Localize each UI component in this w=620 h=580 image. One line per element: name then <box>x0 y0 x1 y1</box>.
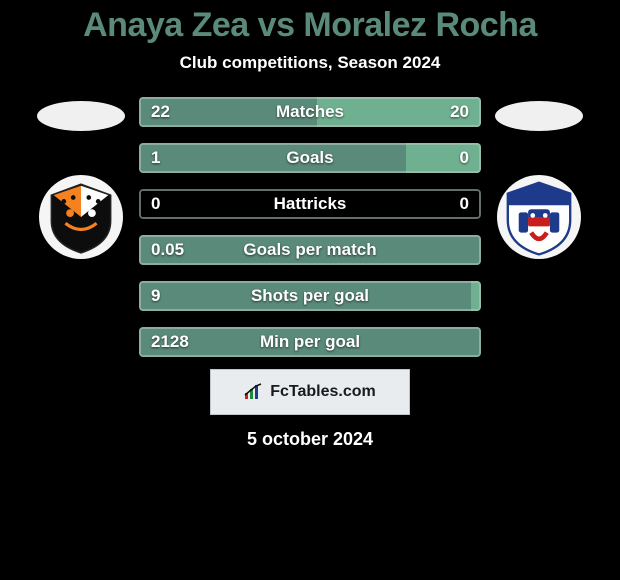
stat-left-value: 22 <box>151 102 170 122</box>
left-player-col <box>31 97 131 259</box>
team-logo-right <box>497 175 581 259</box>
stat-right-value: 0 <box>460 148 469 168</box>
fortaleza-logo-icon <box>500 178 578 256</box>
stat-label: Min per goal <box>260 332 360 352</box>
comparison-card: Anaya Zea vs Moralez Rocha Club competit… <box>0 0 620 580</box>
stat-left-value: 2128 <box>151 332 189 352</box>
right-player-col <box>489 97 589 259</box>
stat-label: Goals <box>286 148 333 168</box>
stat-left-value: 0 <box>151 194 160 214</box>
stat-label: Hattricks <box>274 194 347 214</box>
stat-row: 1 Goals 0 <box>139 143 481 173</box>
brand-text: FcTables.com <box>270 383 376 401</box>
stat-label: Matches <box>276 102 344 122</box>
jaguares-logo-icon <box>42 178 120 256</box>
stat-row: 2128 Min per goal <box>139 327 481 357</box>
footer-date: 5 october 2024 <box>247 429 373 450</box>
brand-badge[interactable]: FcTables.com <box>210 369 410 415</box>
stat-right-value: 20 <box>450 102 469 122</box>
team-logo-left <box>39 175 123 259</box>
stat-row: 9 Shots per goal <box>139 281 481 311</box>
main-row: 22 Matches 20 1 Goals 0 0 Hattricks 0 0.05 Goals p… <box>0 97 620 357</box>
subtitle: Club competitions, Season 2024 <box>180 53 441 73</box>
stat-row: 22 Matches 20 <box>139 97 481 127</box>
page-title: Anaya Zea vs Moralez Rocha <box>83 6 537 45</box>
stat-left-value: 1 <box>151 148 160 168</box>
player-photo-placeholder-left <box>37 101 125 131</box>
stat-left-value: 0.05 <box>151 240 184 260</box>
stats-column: 22 Matches 20 1 Goals 0 0 Hattricks 0 0.05 Goals p… <box>139 97 481 357</box>
stat-row: 0.05 Goals per match <box>139 235 481 265</box>
bar-chart-icon <box>244 383 266 401</box>
player-photo-placeholder-right <box>495 101 583 131</box>
stat-left-value: 9 <box>151 286 160 306</box>
stat-label: Goals per match <box>243 240 376 260</box>
stat-right-value: 0 <box>460 194 469 214</box>
stat-row: 0 Hattricks 0 <box>139 189 481 219</box>
stat-label: Shots per goal <box>251 286 369 306</box>
